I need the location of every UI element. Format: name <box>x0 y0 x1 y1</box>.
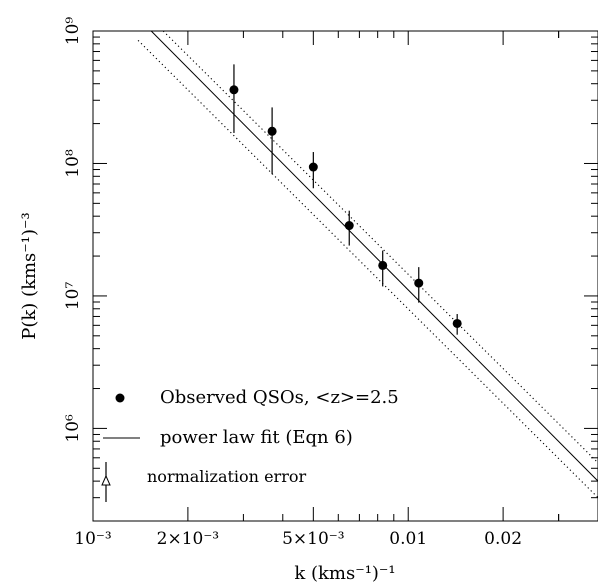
x-tick-labels: 10⁻³ 2×10⁻³ 5×10⁻³ 0.01 0.02 <box>74 529 522 549</box>
y-tick-label: 10⁷ <box>63 282 83 311</box>
fit-bound-dotted-line <box>137 39 598 499</box>
x-tick-label: 2×10⁻³ <box>157 529 219 549</box>
x-tick-label: 10⁻³ <box>74 529 111 549</box>
tick-marks <box>92 31 598 522</box>
data-point <box>452 318 462 328</box>
fit-power-law-line <box>150 31 598 482</box>
y-tick-labels: 10⁶ 10⁷ 10⁸ 10⁹ <box>63 17 83 443</box>
y-tick-label: 10⁸ <box>63 149 83 178</box>
data-point <box>414 278 424 288</box>
plot-frame <box>92 30 598 522</box>
legend-marker-observed <box>115 393 125 403</box>
x-axis-label: k (kms⁻¹)⁻¹ <box>294 563 395 584</box>
data-point <box>308 162 318 172</box>
data-point <box>267 126 277 136</box>
legend-label-observed: Observed QSOs, <z>=2.5 <box>160 387 399 408</box>
x-tick-label: 0.01 <box>389 529 427 549</box>
y-tick-label: 10⁹ <box>63 17 83 46</box>
legend: Observed QSOs, <z>=2.5 power law fit (Eq… <box>101 387 399 502</box>
x-tick-label: 0.02 <box>484 529 522 549</box>
x-tick-label: 5×10⁻³ <box>282 529 344 549</box>
legend-label-fit: power law fit (Eqn 6) <box>160 427 353 448</box>
data-point <box>378 260 388 270</box>
legend-label-normalization: normalization error <box>147 467 306 486</box>
legend-marker-normalization-triangle <box>101 474 111 486</box>
y-axis-label: P(k) (kms⁻¹)⁻³ <box>19 212 40 339</box>
y-tick-label: 10⁶ <box>63 414 83 443</box>
data-points <box>229 64 462 335</box>
data-point <box>344 221 354 231</box>
fit-lines <box>137 31 598 499</box>
data-point <box>229 85 239 95</box>
